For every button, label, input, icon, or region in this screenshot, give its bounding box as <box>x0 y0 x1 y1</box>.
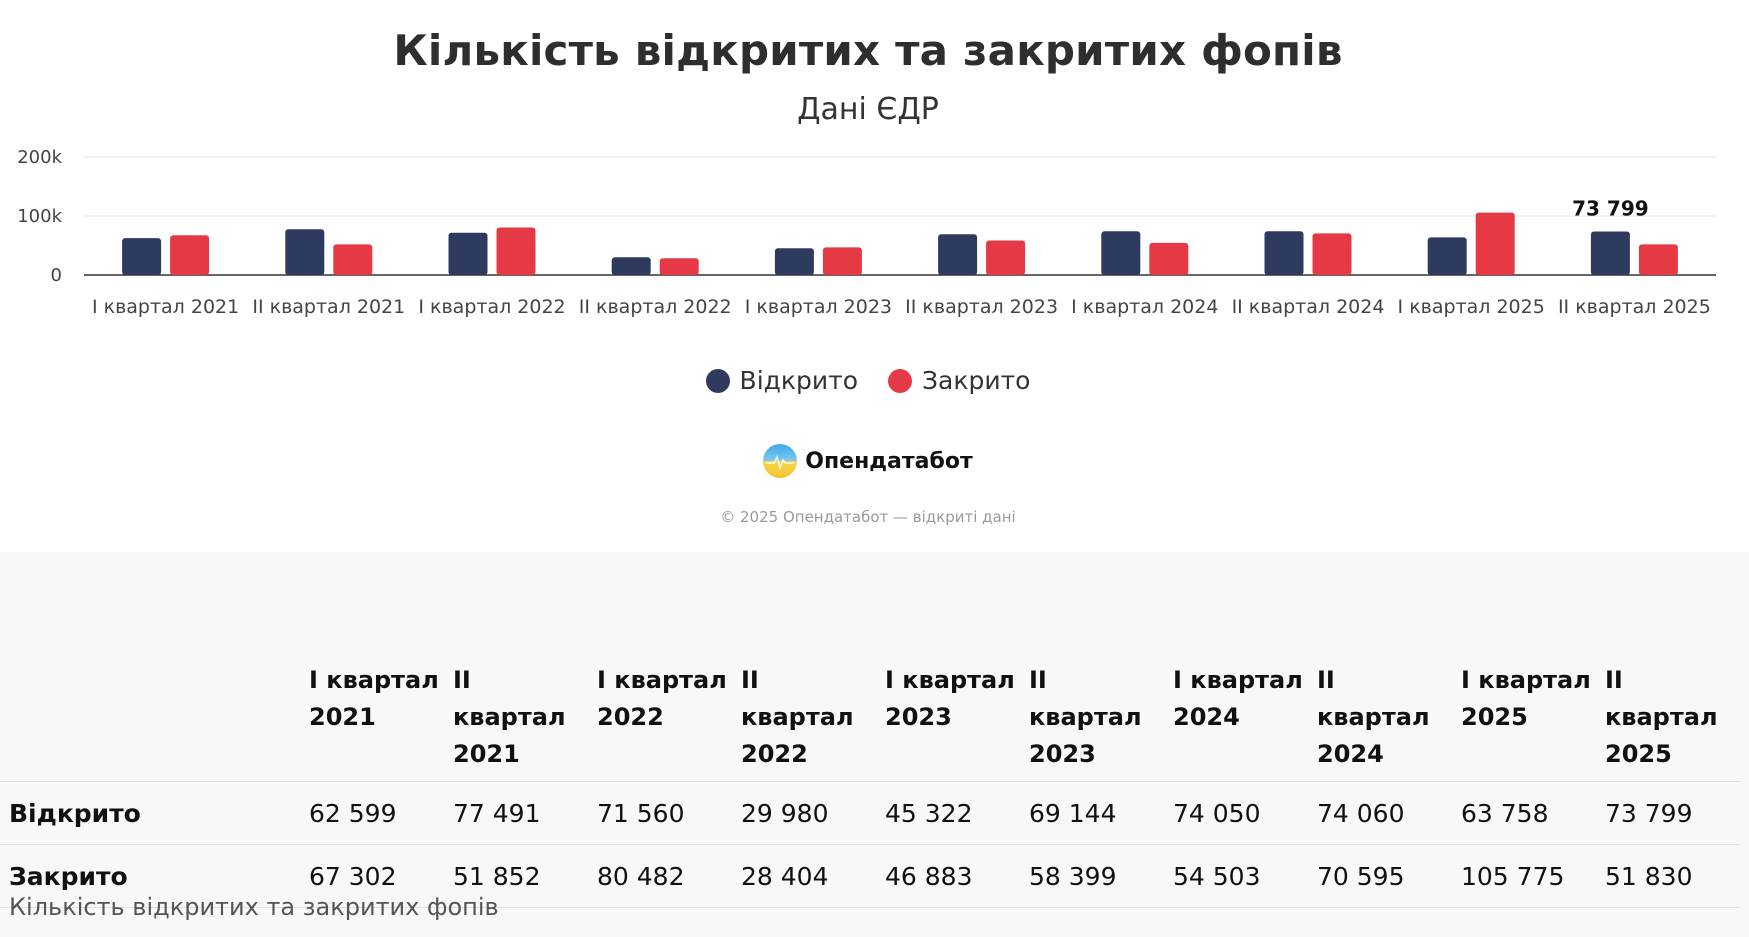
table-cell: 70 595 <box>1317 861 1405 891</box>
bar-opened <box>1427 237 1467 275</box>
table-caption: Кількість відкритих та закритих фопів <box>9 893 499 921</box>
table-cell: 77 491 <box>453 798 541 828</box>
table-cell: 51 830 <box>1605 861 1693 891</box>
x-tick-label: II квартал 2025 <box>1558 296 1711 318</box>
bar-opened <box>122 238 162 275</box>
chart-title: Кількість відкритих та закритих фопів <box>393 26 1343 75</box>
table-row: Відкрито 62 599 77 491 71 560 29 980 45 322 69… <box>0 781 1740 845</box>
chart-subtitle: Дані ЄДР <box>797 92 939 127</box>
table-cell: 62 599 <box>309 798 397 828</box>
bar-opened <box>448 232 488 275</box>
bar-opened <box>611 257 651 275</box>
table-column-header: II квартал 2025 <box>1605 666 1718 768</box>
table-header-row: I квартал 2021 II квартал 2021 I квартал 2… <box>0 652 1740 782</box>
brand-name: Опендатабот <box>805 448 973 474</box>
x-tick-label: I квартал 2021 <box>92 296 239 318</box>
table-body: Відкрито 62 599 77 491 71 560 29 980 45 322 69… <box>0 781 1740 908</box>
brand[interactable]: Опендатабот <box>0 444 1736 478</box>
table-cell: 74 060 <box>1317 798 1405 828</box>
bar-closed <box>1638 244 1678 275</box>
bar-opened <box>938 234 978 275</box>
table-cell: 58 399 <box>1029 861 1117 891</box>
chart-panel: Кількість відкритих та закритих фопів Да… <box>0 26 1736 526</box>
bar-opened <box>1590 231 1630 275</box>
bar-opened <box>774 248 814 275</box>
table-column-header: I квартал 2025 <box>1461 666 1591 731</box>
table-cell: 28 404 <box>741 861 829 891</box>
table-column-header: II квартал 2021 <box>453 666 566 768</box>
table-cell: 80 482 <box>597 861 685 891</box>
table-cell: 74 050 <box>1173 798 1261 828</box>
table-row: Закрито 67 302 51 852 80 482 28 404 46 883 58 … <box>0 844 1740 908</box>
bar-closed <box>1312 233 1352 275</box>
x-tick-label: II квартал 2024 <box>1232 296 1385 318</box>
bar-closed <box>170 235 210 275</box>
opendatabot-logo-icon <box>763 444 798 478</box>
y-tick-label: 200k <box>17 147 62 168</box>
table-cell: 105 775 <box>1461 861 1565 891</box>
legend-marker-closed <box>888 368 913 393</box>
copyright-text: © 2025 Опендатабот — відкриті дані <box>720 508 1016 526</box>
x-tick-label: I квартал 2024 <box>1071 296 1218 318</box>
y-tick-label: 100k <box>17 206 62 227</box>
bar-closed <box>659 258 699 275</box>
table-column-header: I квартал 2024 <box>1173 666 1303 731</box>
bar-closed <box>496 227 536 275</box>
legend-item-closed[interactable]: Закрито <box>888 366 1030 395</box>
y-tick-label: 0 <box>51 265 62 286</box>
table-column-header: II квартал 2024 <box>1317 666 1430 768</box>
data-label: 73 799 <box>1572 196 1649 220</box>
table-cell: 63 758 <box>1461 798 1549 828</box>
x-tick-label: II квартал 2021 <box>252 296 405 318</box>
table-column-header: I квартал 2023 <box>885 666 1015 731</box>
legend-label-closed: Закрито <box>922 366 1031 395</box>
table-column-header: II квартал 2023 <box>1029 666 1142 768</box>
bar-closed <box>822 247 862 275</box>
data-table-panel <box>0 552 1749 937</box>
data-table: I квартал 2021 II квартал 2021 I квартал 2… <box>0 652 1740 908</box>
x-tick-label: I квартал 2022 <box>418 296 565 318</box>
bar-closed <box>1149 242 1189 275</box>
table-cell: 67 302 <box>309 861 397 891</box>
chart-legend: Відкрито Закрито <box>0 366 1736 395</box>
table-row-label: Закрито <box>9 861 128 891</box>
x-tick-label: II квартал 2023 <box>905 296 1058 318</box>
bar-closed <box>1475 212 1515 275</box>
table-corner-cell <box>0 652 300 782</box>
legend-marker-opened <box>705 368 730 393</box>
legend-item-opened[interactable]: Відкрито <box>705 366 859 395</box>
bar-opened <box>285 229 325 275</box>
table-cell: 69 144 <box>1029 798 1117 828</box>
bar-opened <box>1101 231 1141 275</box>
table-column-header: II квартал 2022 <box>741 666 854 768</box>
bar-closed <box>333 244 373 275</box>
table-row-label: Відкрито <box>9 798 141 828</box>
x-tick-label: II квартал 2022 <box>579 296 732 318</box>
table-cell: 45 322 <box>885 798 973 828</box>
x-tick-label: I квартал 2023 <box>745 296 892 318</box>
bar-chart: 0 100k 200k I квартал 2021 II квартал 2021 I … <box>17 147 1716 318</box>
bar-opened <box>1264 231 1304 275</box>
table-cell: 54 503 <box>1173 861 1261 891</box>
table-column-header: I квартал 2022 <box>597 666 727 731</box>
table-cell: 73 799 <box>1605 798 1693 828</box>
table-cell: 29 980 <box>741 798 829 828</box>
table-cell: 71 560 <box>597 798 685 828</box>
x-tick-label: I квартал 2025 <box>1398 296 1545 318</box>
table-column-header: I квартал 2021 <box>309 666 439 731</box>
table-cell: 51 852 <box>453 861 541 891</box>
bar-closed <box>986 240 1026 275</box>
table-cell: 46 883 <box>885 861 973 891</box>
legend-label-opened: Відкрито <box>739 366 859 395</box>
